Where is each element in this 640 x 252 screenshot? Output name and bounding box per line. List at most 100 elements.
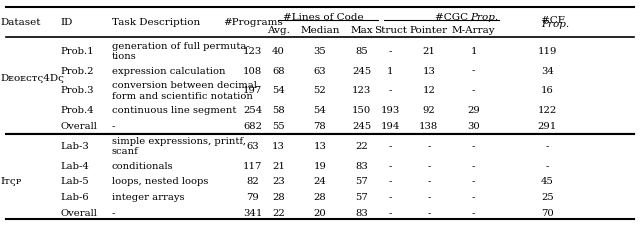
Text: -: - [112,121,115,131]
Text: 22: 22 [272,208,285,217]
Text: 19: 19 [314,161,326,170]
Text: 123: 123 [243,47,262,55]
Text: 83: 83 [355,208,368,217]
Text: 21: 21 [422,47,435,55]
Text: -: - [472,141,476,150]
Text: -: - [388,177,392,186]
Text: -: - [427,161,431,170]
Text: 341: 341 [243,208,262,217]
Text: -: - [388,192,392,201]
Text: 30: 30 [467,121,480,131]
Text: -: - [427,177,431,186]
Text: 92: 92 [422,106,435,115]
Text: 79: 79 [246,192,259,201]
Text: -: - [388,86,392,95]
Text: Pointer: Pointer [410,26,448,35]
Text: conditionals: conditionals [112,161,173,170]
Text: 20: 20 [314,208,326,217]
Text: 85: 85 [355,47,368,55]
Text: -: - [472,86,476,95]
Text: 254: 254 [243,106,262,115]
Text: 21: 21 [272,161,285,170]
Text: conversion between decimal
form and scientific notation: conversion between decimal form and scie… [112,81,257,100]
Text: 1: 1 [387,66,394,75]
Text: 29: 29 [467,106,480,115]
Text: -: - [427,208,431,217]
Text: -: - [388,161,392,170]
Text: 57: 57 [355,192,368,201]
Text: 12: 12 [422,86,435,95]
Text: 119: 119 [538,47,557,55]
Text: Task Description: Task Description [112,18,200,27]
Text: 24: 24 [314,177,326,186]
Text: #CF: #CF [541,16,568,25]
Text: Iᴛςᴘ: Iᴛςᴘ [0,177,21,186]
Text: 78: 78 [314,121,326,131]
Text: Lab-3: Lab-3 [61,141,90,150]
Text: Prob.4: Prob.4 [61,106,95,115]
Text: Overall: Overall [61,121,98,131]
Text: -: - [545,161,549,170]
Text: Lab-5: Lab-5 [61,177,90,186]
Text: 194: 194 [381,121,400,131]
Text: 63: 63 [314,66,326,75]
Text: 54: 54 [314,106,326,115]
Text: 22: 22 [355,141,368,150]
Text: ID: ID [61,18,73,27]
Text: Prop.: Prop. [470,13,499,22]
Text: 197: 197 [243,86,262,95]
Text: integer arrays: integer arrays [112,192,184,201]
Text: Median: Median [300,26,340,35]
Text: 28: 28 [314,192,326,201]
Text: 150: 150 [352,106,371,115]
Text: 54: 54 [272,86,285,95]
Text: Prob.2: Prob.2 [61,66,94,75]
Text: 45: 45 [541,177,554,186]
Text: Prob.1: Prob.1 [61,47,95,55]
Text: 13: 13 [314,141,326,150]
Text: continuous line segment: continuous line segment [112,106,236,115]
Text: #CGC: #CGC [435,13,472,22]
Text: #Programs: #Programs [223,18,283,27]
Text: 1: 1 [470,47,477,55]
Text: 13: 13 [422,66,435,75]
Text: 35: 35 [314,47,326,55]
Text: -: - [472,192,476,201]
Text: generation of full permuta-
tions: generation of full permuta- tions [112,41,250,61]
Text: 82: 82 [246,177,259,186]
Text: loops, nested loops: loops, nested loops [112,177,209,186]
Text: 16: 16 [541,86,554,95]
Text: M-Array: M-Array [452,26,495,35]
Text: -: - [427,141,431,150]
Text: 23: 23 [272,177,285,186]
Text: 40: 40 [272,47,285,55]
Text: Overall: Overall [61,208,98,217]
Text: Prob.3: Prob.3 [61,86,94,95]
Text: Avg.: Avg. [267,26,290,35]
Text: 25: 25 [541,192,554,201]
Text: Struct: Struct [374,26,407,35]
Text: 682: 682 [243,121,262,131]
Text: 245: 245 [352,121,371,131]
Text: #Lines of Code: #Lines of Code [283,13,364,22]
Text: expression calculation: expression calculation [112,66,225,75]
Text: -: - [112,208,115,217]
Text: -: - [472,208,476,217]
Text: 58: 58 [272,106,285,115]
Text: -: - [388,141,392,150]
Text: 34: 34 [541,66,554,75]
Text: Max: Max [350,26,373,35]
Text: -: - [472,177,476,186]
Text: 13: 13 [272,141,285,150]
Text: -: - [388,208,392,217]
Text: 108: 108 [243,66,262,75]
Text: 138: 138 [419,121,438,131]
Text: 117: 117 [243,161,262,170]
Text: 122: 122 [538,106,557,115]
Text: 291: 291 [538,121,557,131]
Text: Dataset: Dataset [0,18,40,27]
Text: -: - [472,161,476,170]
Text: 57: 57 [355,177,368,186]
Text: Prop.: Prop. [541,19,569,28]
Text: -: - [427,192,431,201]
